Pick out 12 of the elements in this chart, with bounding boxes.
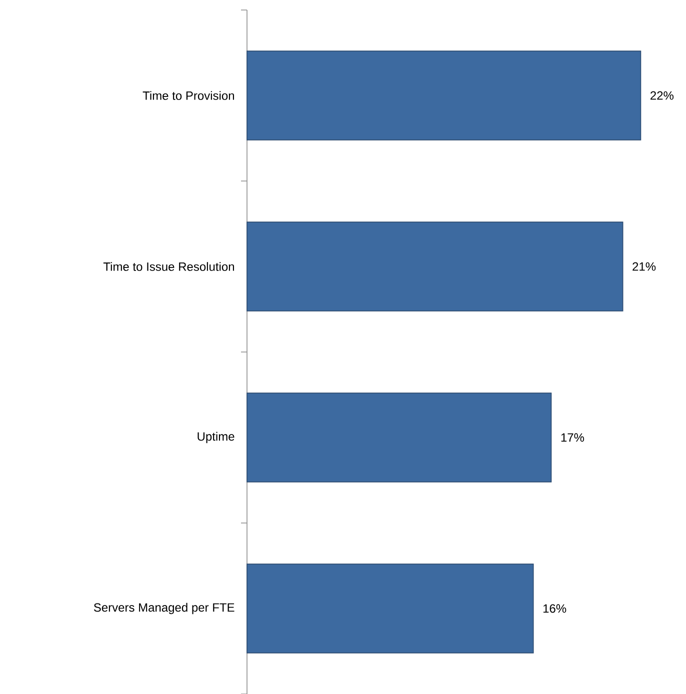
data-label: 21% bbox=[632, 262, 656, 271]
y-tick-label: Uptime bbox=[198, 432, 234, 444]
bar bbox=[246, 50, 642, 140]
bar bbox=[246, 392, 552, 482]
y-tick-label: Time to Provision bbox=[142, 91, 234, 100]
y-tick-label: Servers Managed per FTE bbox=[94, 602, 234, 614]
data-label: 22% bbox=[650, 91, 674, 100]
y-tick-label: Time to Issue Resolution bbox=[103, 262, 234, 271]
bar bbox=[246, 222, 624, 312]
bar bbox=[246, 564, 534, 654]
data-label: 17% bbox=[561, 433, 584, 442]
data-label: 16% bbox=[543, 604, 566, 613]
